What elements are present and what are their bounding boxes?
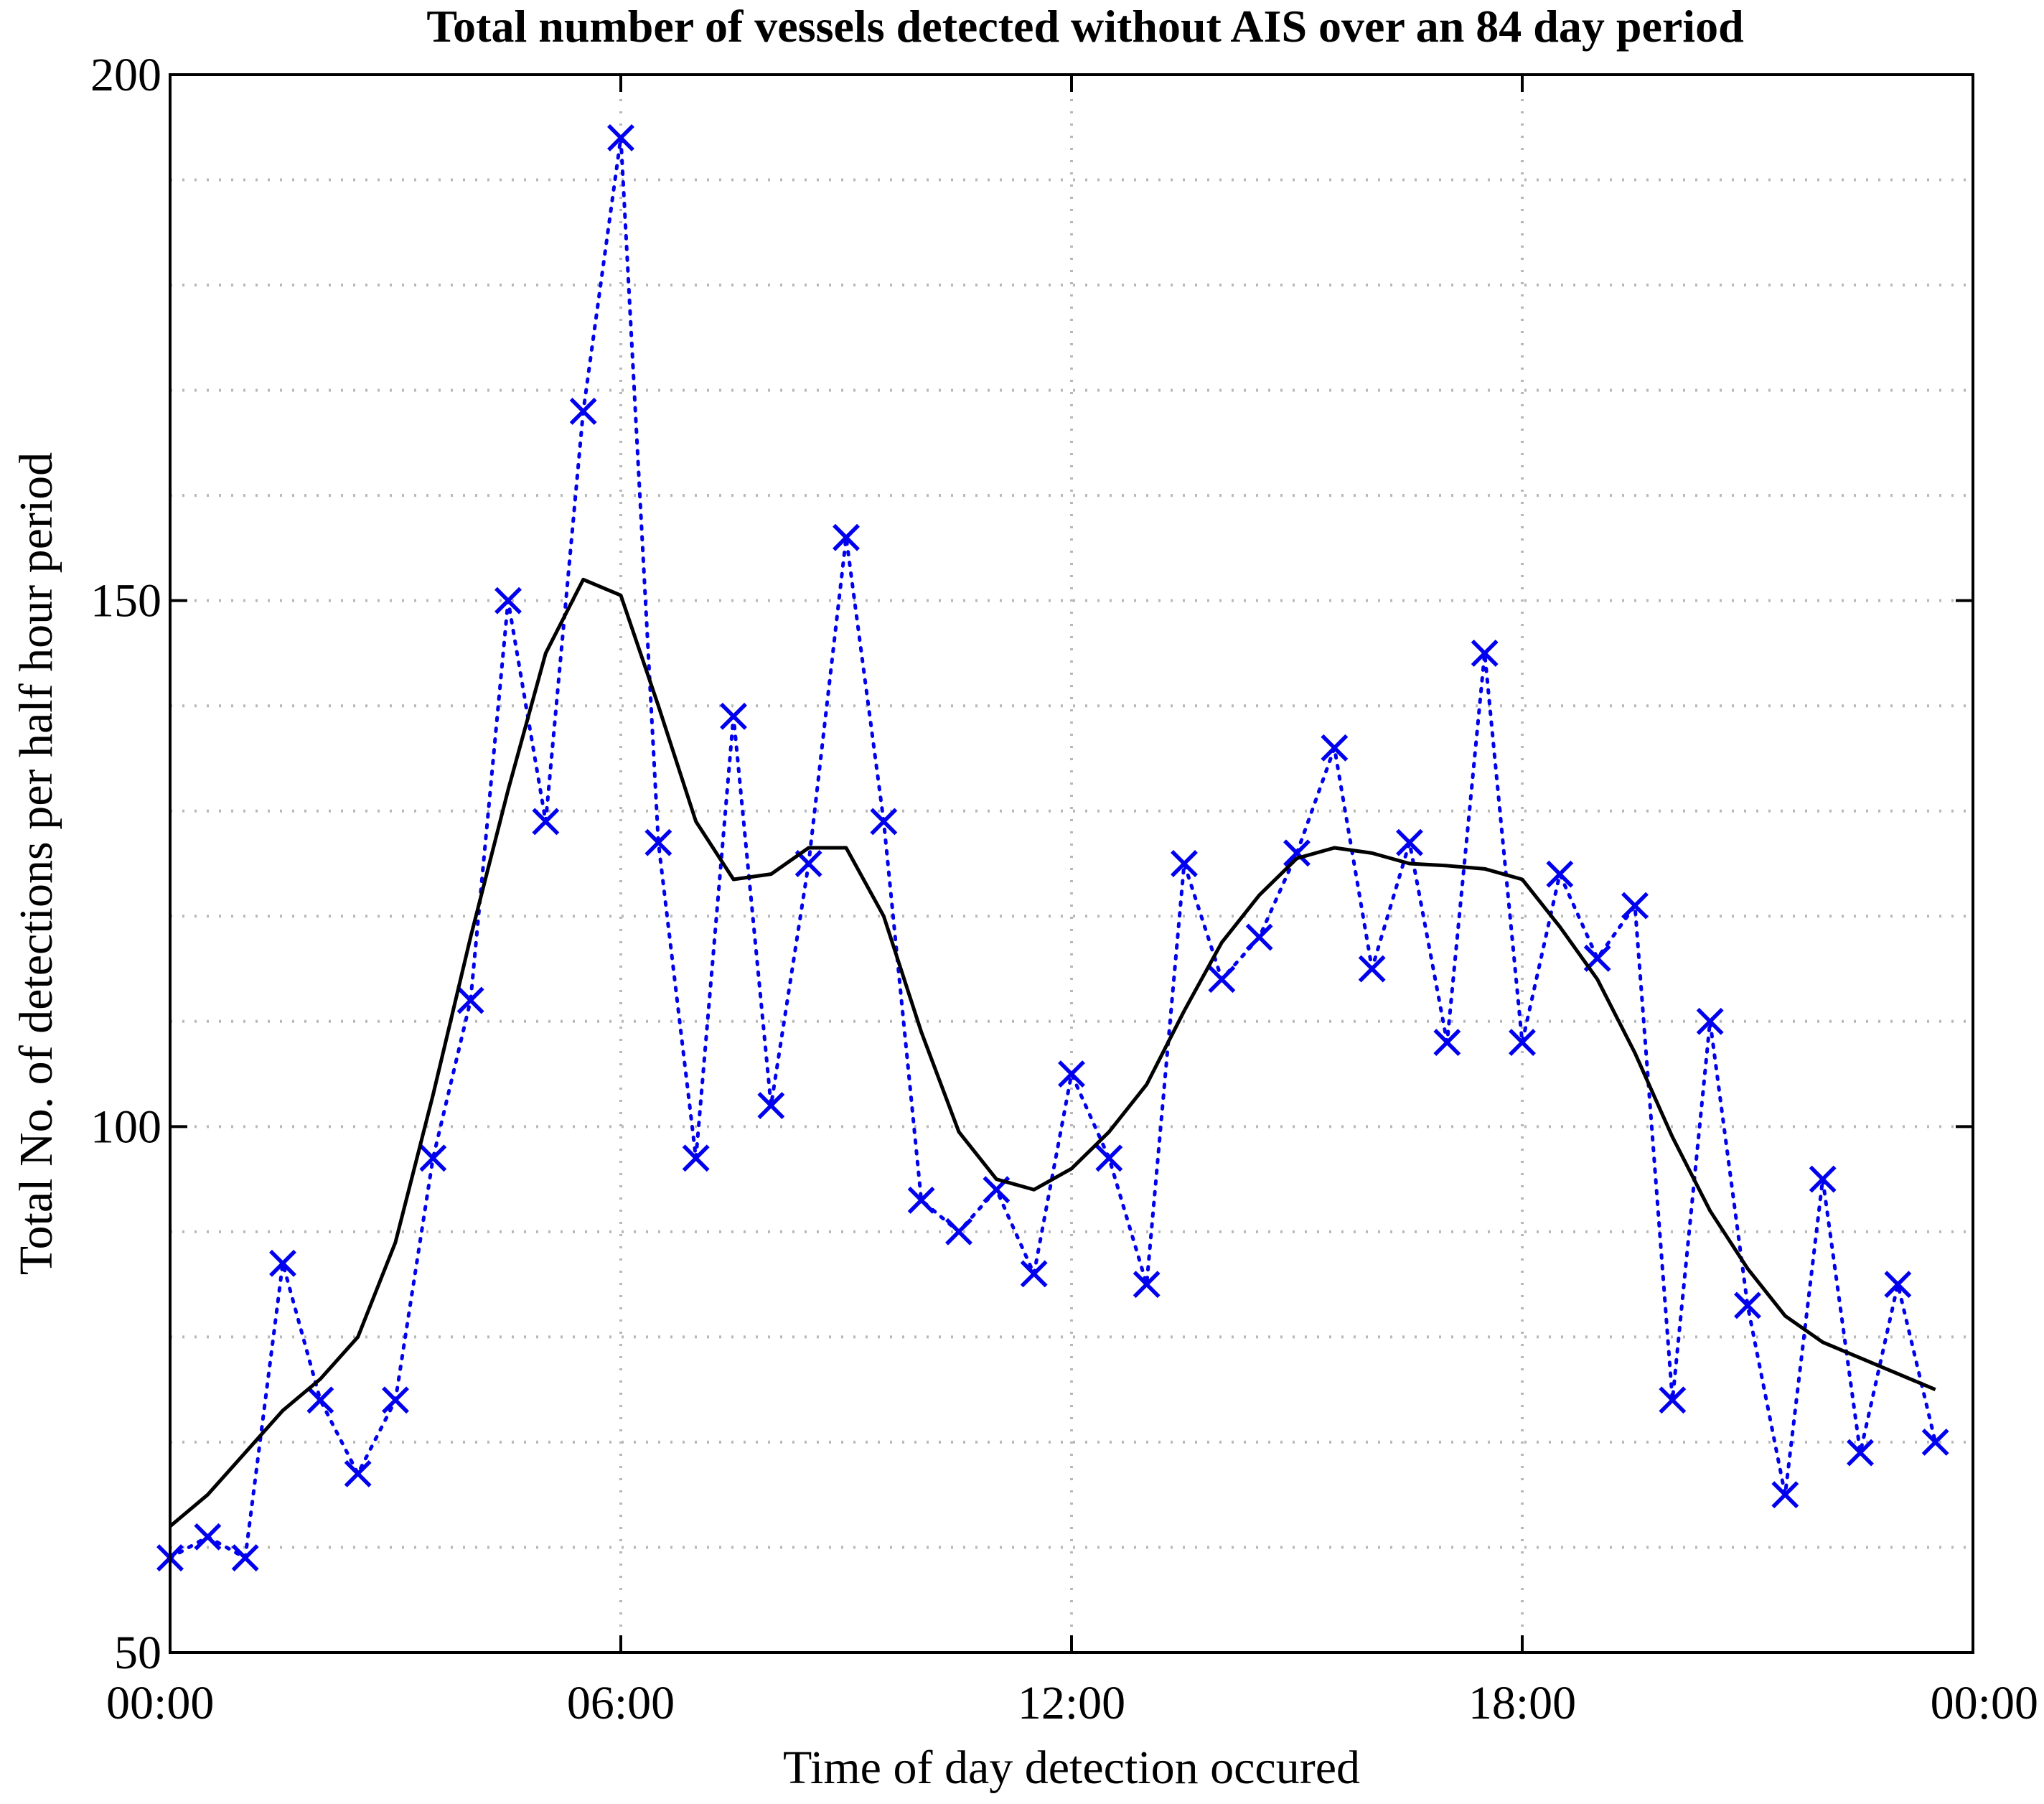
data-point-marker <box>720 702 747 730</box>
data-point-marker <box>1208 966 1236 994</box>
data-point-marker <box>1509 1029 1536 1057</box>
data-point-marker <box>682 1144 710 1172</box>
grid-lines <box>170 75 1973 1653</box>
data-point-marker <box>1321 734 1349 762</box>
data-point-marker <box>532 808 560 836</box>
data-point-marker <box>757 1092 785 1119</box>
data-point-marker <box>306 1386 334 1414</box>
data-point-marker <box>569 397 597 425</box>
data-point-marker <box>644 828 672 856</box>
data-point-marker <box>1809 1165 1837 1193</box>
series-smoothed-line <box>169 577 1936 1528</box>
data-point-marker <box>1020 1260 1048 1288</box>
data-point-marker <box>1734 1291 1761 1319</box>
data-point-marker <box>1771 1481 1799 1509</box>
data-point-marker <box>607 123 634 151</box>
data-point-marker <box>419 1144 447 1172</box>
data-point-marker <box>1396 828 1423 856</box>
data-point-marker <box>1095 1144 1123 1172</box>
tick-labels: 50 100 150 200 00:00 06:00 12:00 18:00 00:00 <box>90 49 2038 1729</box>
x-axis-label: Time of day detection occured <box>783 1742 1360 1794</box>
data-point-marker <box>269 1249 296 1277</box>
data-point-marker <box>1133 1271 1161 1299</box>
data-point-marker <box>870 808 898 836</box>
data-point-marker <box>1884 1271 1912 1299</box>
y-tick-label: 150 <box>90 575 161 627</box>
data-point-marker <box>1058 1060 1085 1088</box>
data-point-marker <box>1283 839 1311 867</box>
plot-frame <box>169 73 1974 1654</box>
data-point-marker <box>1546 860 1574 888</box>
data-point-marker <box>456 986 484 1014</box>
x-tick-label: 00:00 <box>1931 1677 2038 1729</box>
y-tick-label: 50 <box>114 1627 161 1679</box>
data-point-marker <box>833 523 860 551</box>
data-point-marker <box>1358 955 1386 983</box>
data-point-marker <box>231 1544 259 1572</box>
data-point-marker <box>1471 639 1499 667</box>
x-tick-label: 06:00 <box>567 1677 675 1729</box>
x-tick-label: 18:00 <box>1468 1677 1576 1729</box>
x-tick-label: 12:00 <box>1018 1677 1125 1729</box>
data-point-marker <box>1847 1439 1874 1467</box>
series-observed-line <box>168 137 1938 1561</box>
data-point-marker <box>382 1386 409 1414</box>
data-point-marker <box>1245 923 1273 951</box>
data-point-marker <box>907 1186 935 1214</box>
data-point-marker <box>1171 850 1198 877</box>
data-point-marker <box>945 1218 972 1245</box>
y-tick-label: 200 <box>90 49 161 101</box>
tick-marks <box>169 73 1974 1654</box>
chart-title: Total number of vessels detected without… <box>426 1 1743 52</box>
data-point-marker <box>344 1459 372 1487</box>
data-point-marker <box>1433 1029 1461 1057</box>
x-tick-label: 00:00 <box>106 1677 214 1729</box>
data-point-marker <box>1696 1007 1724 1035</box>
data-point-marker <box>1659 1386 1687 1414</box>
y-tick-label: 100 <box>90 1100 161 1153</box>
data-point-marker <box>194 1523 222 1551</box>
data-point-marker <box>494 586 522 614</box>
data-point-marker <box>1621 892 1649 920</box>
series-layer <box>156 123 1949 1572</box>
y-axis-label: Total No. of detections per half hour pe… <box>10 452 62 1275</box>
data-point-marker <box>1921 1428 1949 1456</box>
